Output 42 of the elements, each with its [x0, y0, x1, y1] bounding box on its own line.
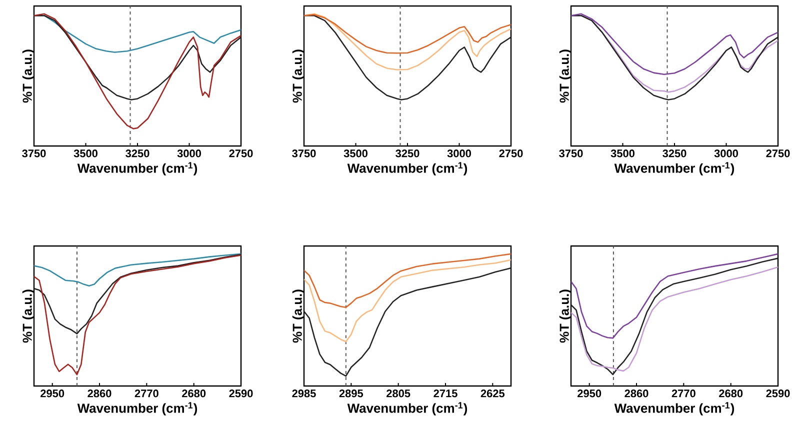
- x-tick-label: 2950: [578, 390, 602, 398]
- x-tick-label: 2860: [624, 390, 648, 398]
- x-axis-title: Wavenumber (cm$^{-1}$): [77, 162, 198, 176]
- y-axis-title: %T (a.u.): [292, 50, 304, 103]
- x-tick-label: 2860: [88, 390, 112, 398]
- x-tick-label: 3500: [610, 150, 634, 158]
- x-tick-label: 3750: [22, 150, 46, 158]
- x-axis-title: Wavenumber (cm$^{-1}$): [77, 402, 198, 416]
- y-axis-title: %T (a.u.): [559, 290, 572, 343]
- x-tick-label: 2625: [480, 390, 505, 398]
- x-tick-label: 2985: [292, 390, 316, 398]
- x-axis-title: Wavenumber (cm$^{-1}$): [347, 402, 468, 416]
- x-tick-label: 2590: [766, 390, 790, 398]
- x-tick-label: 3000: [714, 150, 738, 158]
- x-tick-label: 3000: [447, 150, 471, 158]
- x-tick-label: 3250: [126, 150, 150, 158]
- x-tick-label: 2680: [719, 390, 743, 398]
- y-axis-title: %T (a.u.): [292, 290, 304, 343]
- x-tick-label: 2950: [40, 390, 64, 398]
- x-axis-title: Wavenumber (cm$^{-1}$): [614, 162, 734, 176]
- x-tick-label: 3250: [396, 150, 420, 158]
- x-tick-label: 3500: [344, 150, 368, 158]
- x-tick-label: 2590: [229, 390, 253, 398]
- x-tick-label: 3750: [559, 150, 583, 158]
- x-tick-label: 2750: [766, 150, 790, 158]
- x-tick-label: 3250: [662, 150, 686, 158]
- x-axis-title: Wavenumber (cm$^{-1}$): [614, 402, 734, 416]
- x-tick-label: 2715: [434, 390, 458, 398]
- x-tick-label: 3750: [292, 150, 316, 158]
- x-tick-label: 3500: [74, 150, 98, 158]
- x-tick-label: 2680: [182, 390, 206, 398]
- x-tick-label: 3000: [177, 150, 201, 158]
- x-tick-label: 2770: [134, 390, 158, 398]
- x-tick-label: 2895: [339, 390, 364, 398]
- y-axis-title: %T (a.u.): [22, 290, 34, 343]
- x-axis-title: Wavenumber (cm$^{-1}$): [347, 162, 468, 176]
- x-tick-label: 2770: [672, 390, 696, 398]
- y-axis-title: %T (a.u.): [559, 50, 572, 103]
- y-axis-title: %T (a.u.): [22, 50, 34, 103]
- x-tick-label: 2750: [229, 150, 253, 158]
- x-tick-label: 2750: [499, 150, 523, 158]
- x-tick-label: 2805: [386, 390, 410, 398]
